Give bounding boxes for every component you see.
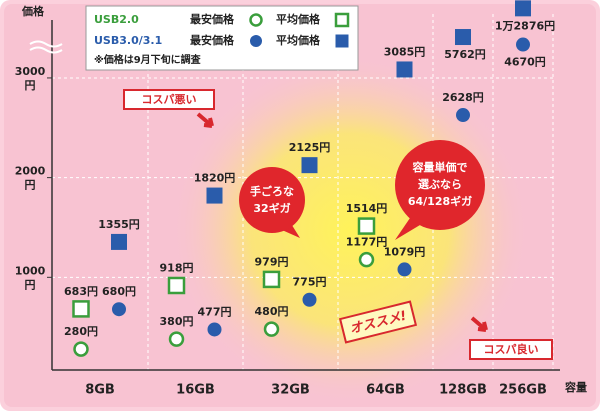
legend-label: 最安価格 [190, 12, 235, 26]
callout-bubble [395, 140, 485, 230]
value-label: 2628円 [442, 91, 484, 104]
value-label: 280円 [64, 325, 98, 338]
y-axis-title: 価格 [21, 4, 45, 18]
legend-label: 最安価格 [190, 33, 235, 47]
value-label: 1079円 [384, 245, 426, 258]
value-label: 775円 [293, 276, 327, 289]
x-tick-label: 256GB [499, 383, 547, 398]
y-tick-unit: 円 [25, 278, 36, 291]
y-tick-label: 2000 [15, 165, 46, 178]
value-label: 1355円 [98, 218, 140, 231]
callout-bubble [239, 167, 305, 233]
value-label: 918円 [160, 261, 194, 274]
annotation: コスパ良い [484, 342, 539, 356]
value-label: 680円 [102, 285, 136, 298]
x-tick-label: 8GB [85, 383, 115, 398]
value-label: 979円 [255, 255, 289, 268]
min-price-marker [168, 331, 185, 347]
y-tick-label: 3000 [15, 65, 46, 78]
avg-price-marker [111, 233, 127, 250]
value-label: 4670円 [504, 56, 546, 69]
annotation-box [123, 89, 215, 110]
min-price-marker [302, 292, 317, 307]
note: ※価格は9月下旬に調査 [94, 53, 202, 66]
avg-price-marker [262, 270, 281, 289]
break-line [29, 40, 63, 48]
legend-marker [249, 13, 263, 27]
avg-price-marker [515, 0, 531, 17]
value-label: 683円 [64, 285, 98, 298]
callout-text: 32ギガ [253, 201, 290, 215]
callout-text: 容量単価で [412, 160, 468, 174]
value-label: 2125円 [289, 141, 331, 154]
min-price-marker [263, 321, 280, 337]
avg-price-marker [455, 29, 471, 46]
min-price-marker [456, 108, 470, 123]
x-tick-label: 32GB [271, 383, 310, 398]
arrow [196, 112, 214, 128]
legend-group: USB2.0 [94, 13, 139, 26]
value-label: 1514円 [346, 202, 388, 215]
callout-text: 選ぶなら [418, 178, 462, 191]
min-price-marker [73, 341, 89, 357]
annotation-box [469, 339, 553, 360]
callout-text: 64/128ギガ [408, 194, 472, 208]
avg-price-marker [72, 300, 90, 318]
avg-price-marker [167, 276, 186, 295]
value-label: 1820円 [194, 172, 236, 185]
y-tick-label: 1000 [15, 264, 46, 277]
legend-label: 平均価格 [276, 33, 321, 47]
x-tick-label: 128GB [439, 383, 487, 398]
min-price-marker [397, 262, 412, 277]
legend-label: 平均価格 [276, 12, 321, 26]
legend [85, 5, 359, 71]
legend-box [85, 5, 359, 71]
y-tick-unit: 円 [25, 179, 36, 192]
min-price-marker [112, 302, 126, 317]
callout-text: 手ごろな [250, 184, 294, 198]
break-line [29, 46, 63, 54]
x-tick-label: 64GB [366, 383, 405, 398]
bubble-tail [395, 218, 420, 240]
annotation: コスパ悪い [142, 93, 197, 106]
avg-price-marker [357, 217, 376, 235]
y-tick-unit: 円 [25, 79, 36, 92]
value-label: 3085円 [384, 45, 426, 58]
value-label: 380円 [160, 315, 194, 328]
legend-group: USB3.0/3.1 [94, 34, 162, 47]
avg-price-marker [206, 187, 223, 204]
value-label: 477円 [198, 305, 232, 318]
value-label: 5762円 [444, 48, 486, 61]
x-axis-title: 容量 [564, 380, 587, 394]
legend-marker [250, 35, 262, 47]
x-tick-label: 16GB [176, 383, 215, 398]
arrow [470, 316, 488, 332]
min-price-marker [358, 251, 375, 268]
grid [52, 14, 554, 370]
value-label: 1万2876円 [495, 19, 555, 32]
legend-marker [334, 12, 350, 28]
avg-price-marker [301, 157, 318, 174]
avg-price-marker [396, 61, 413, 78]
badge-box [338, 300, 418, 344]
legend-marker [335, 34, 349, 48]
min-price-marker [207, 322, 222, 337]
min-price-marker [516, 37, 530, 52]
value-label: 480円 [255, 305, 289, 318]
axis-break [29, 40, 63, 54]
value-label: 1177円 [346, 236, 388, 249]
